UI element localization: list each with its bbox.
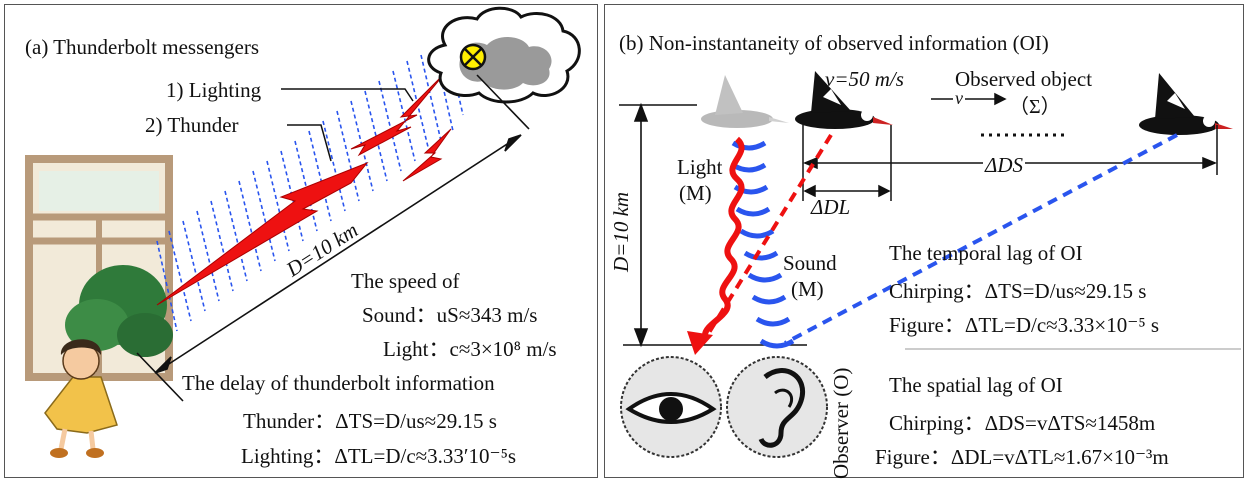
- spatial-heading: The spatial lag of OI: [889, 373, 1063, 397]
- light-sight-line: [703, 133, 833, 341]
- observer-label: Observer (O): [829, 367, 853, 479]
- panel-a-title: (a) Thunderbolt messengers: [25, 35, 260, 59]
- light-speed: Light：c≈3×10⁸ m/s: [383, 337, 557, 361]
- temporal-heading: The temporal lag of OI: [889, 241, 1083, 265]
- velocity-arrow: [931, 92, 1069, 137]
- light-wave: [702, 136, 745, 336]
- bird-observed-object: [1139, 73, 1233, 135]
- light-m-label: (M): [679, 181, 712, 205]
- light-wave-arrowhead: [687, 331, 713, 355]
- sound-wave-arcs: [731, 140, 795, 349]
- thunder-delay: Thunder：ΔTS=D/us≈29.15 s: [243, 409, 497, 433]
- cloud-illustration: [427, 6, 581, 104]
- sound-speed: Sound：uS≈343 m/s: [362, 303, 538, 327]
- ear-icon: [726, 356, 828, 458]
- distance-arrow: [136, 74, 530, 402]
- height-label: D=10 km: [609, 188, 633, 275]
- thunder-label: 2) Thunder: [145, 113, 239, 137]
- v-arrow-label: v: [953, 88, 965, 108]
- lighting-delay: Lighting：ΔTL=D/c≈3.33′10⁻⁵s: [241, 444, 517, 468]
- spatial-figure: Figure：ΔDL=vΔTL≈1.67×10⁻³m: [875, 445, 1169, 469]
- sound-sight-line: [784, 133, 1178, 345]
- spatial-chirping: Chirping：ΔDS=vΔTS≈1458m: [889, 411, 1156, 435]
- bird-near: [795, 71, 893, 129]
- lighting-label: 1) Lighting: [166, 78, 262, 102]
- delay-heading: The delay of thunderbolt information: [182, 371, 495, 395]
- panel-a-illustration: [25, 6, 581, 458]
- bird-past-position: [701, 75, 789, 128]
- lightning-bolts: [156, 72, 452, 306]
- temporal-figure: Figure：ΔTL=D/c≈3.33×10⁻⁵ s: [889, 313, 1160, 337]
- light-label: Light: [677, 155, 723, 179]
- speed-heading: The speed of: [351, 269, 460, 293]
- sound-label: Sound: [783, 251, 837, 275]
- panel-b-title: (b) Non-instantaneity of observed inform…: [619, 31, 1049, 55]
- velocity-label: v=50 m/s: [825, 67, 904, 91]
- panel-b-observed-information: (b) Non-instantaneity of observed inform…: [604, 4, 1244, 479]
- panel-a-thunderbolt: (a) Thunderbolt messengers 1) Lighting 2…: [4, 4, 598, 478]
- height-axis: [619, 102, 807, 348]
- girl-illustration: [44, 339, 118, 458]
- observed-object-label: Observed object: [955, 67, 1093, 91]
- sigma-label: （Σ）: [1009, 96, 1061, 118]
- delta-ds-label: ΔDS: [983, 153, 1025, 177]
- sound-m-label: (M): [791, 277, 824, 301]
- delta-dl-label: ΔDL: [811, 195, 851, 219]
- label-leader-lines: [281, 88, 414, 162]
- eye-icon: [620, 356, 722, 458]
- temporal-chirping: Chirping：ΔTS=D/us≈29.15 s: [889, 279, 1147, 303]
- bush-illustration: [65, 265, 173, 357]
- panel-b-illustration: [619, 71, 1241, 458]
